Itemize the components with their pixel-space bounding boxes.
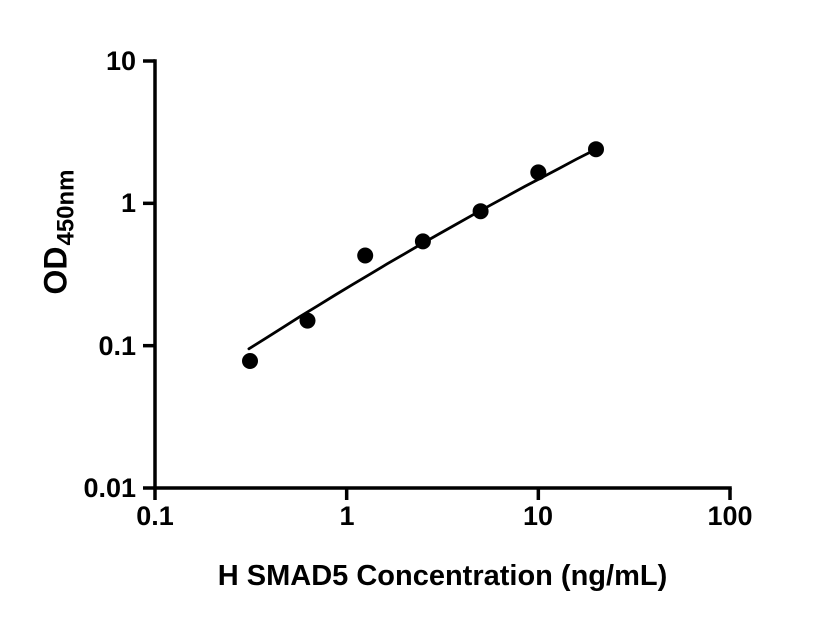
data-point	[299, 312, 316, 329]
data-point	[588, 141, 604, 158]
axes	[153, 59, 732, 490]
data-point	[242, 353, 258, 369]
x-axis-title: H SMAD5 Concentration (ng/mL)	[217, 560, 668, 592]
data-point	[414, 233, 431, 250]
y-tick-label: 1	[120, 188, 136, 218]
y-axis-title: OD450nm	[37, 169, 80, 295]
y-tick-label: 0.01	[83, 473, 136, 503]
x-tick-label: 0.1	[136, 501, 174, 531]
x-tick-label: 1	[339, 501, 355, 531]
x-tick-label: 100	[707, 501, 753, 531]
data-point	[357, 247, 374, 264]
y-tick-label: 0.1	[98, 331, 136, 361]
data-point	[472, 203, 489, 220]
data-point	[530, 164, 547, 181]
y-tick-label: 10	[105, 46, 136, 76]
x-tick-label: 10	[522, 501, 554, 531]
y-axis-title-main: OD	[37, 246, 74, 295]
y-axis-title-subscript: 450nm	[52, 169, 80, 246]
